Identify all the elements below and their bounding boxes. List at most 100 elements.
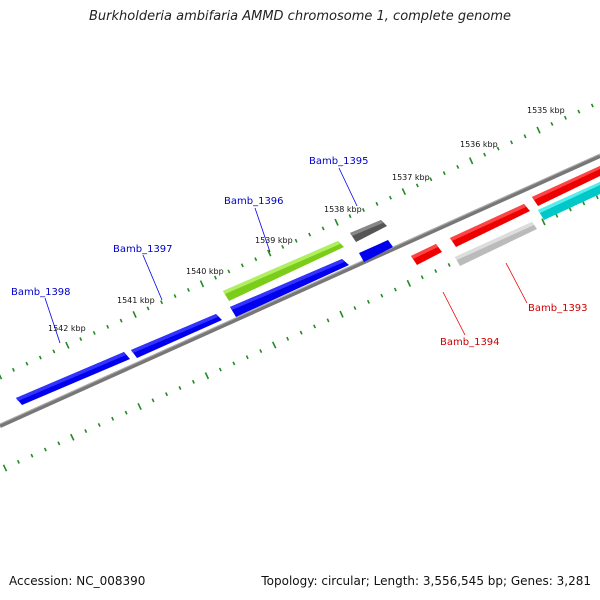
outer-tick bbox=[456, 164, 460, 169]
outer-tick bbox=[429, 177, 433, 182]
inner-tick bbox=[232, 361, 236, 366]
outer-tick bbox=[65, 341, 70, 349]
outer-tick bbox=[160, 300, 164, 305]
outer-tick bbox=[523, 134, 527, 139]
leader-line-bamb-1394 bbox=[442, 291, 466, 336]
inner-tick bbox=[151, 398, 155, 403]
inner-tick bbox=[137, 402, 142, 411]
inner-tick bbox=[393, 287, 397, 292]
outer-tick bbox=[240, 263, 244, 268]
inner-tick bbox=[299, 330, 303, 335]
scale-label-1541: 1541 kbp bbox=[117, 296, 155, 305]
outer-tick bbox=[510, 140, 514, 145]
inner-tick bbox=[191, 379, 195, 384]
inner-tick bbox=[57, 441, 61, 446]
inner-tick bbox=[97, 422, 101, 427]
inner-tick bbox=[70, 433, 75, 441]
outer-tick bbox=[361, 208, 365, 212]
outer-tick bbox=[119, 318, 123, 323]
outer-tick bbox=[199, 280, 205, 288]
inner-tick bbox=[245, 355, 249, 360]
inner-tick bbox=[420, 275, 424, 280]
inner-tick bbox=[204, 372, 210, 380]
outer-tick bbox=[442, 171, 446, 176]
outer-tick bbox=[348, 214, 352, 219]
outer-tick bbox=[388, 195, 392, 200]
inner-tick bbox=[339, 310, 344, 318]
scale-label-1542: 1542 kbp bbox=[48, 324, 86, 333]
inner-tick bbox=[259, 349, 263, 354]
inner-tick bbox=[286, 336, 290, 341]
feature-bamb-1396[interactable] bbox=[230, 259, 349, 317]
leader-line-bamb-1398 bbox=[44, 297, 61, 344]
gene-label-bamb-1395: Bamb_1395 bbox=[309, 156, 369, 167]
feature-far-red[interactable] bbox=[532, 166, 600, 206]
inner-tick bbox=[2, 464, 8, 472]
outer-tick bbox=[132, 310, 137, 319]
leader-line-bamb-1393 bbox=[505, 262, 528, 304]
outer-tick bbox=[468, 157, 474, 165]
outer-tick bbox=[308, 232, 312, 237]
feature-bamb-1393-red[interactable] bbox=[450, 204, 530, 247]
outer-tick bbox=[401, 188, 407, 196]
inner-tick bbox=[326, 318, 330, 323]
feature-cyan[interactable] bbox=[538, 182, 600, 220]
inner-tick bbox=[124, 410, 128, 415]
outer-tick bbox=[79, 337, 83, 342]
outer-tick bbox=[483, 152, 487, 157]
inner-tick bbox=[406, 279, 412, 287]
inner-tick bbox=[165, 392, 169, 397]
inner-tick bbox=[271, 341, 277, 349]
outer-tick bbox=[0, 374, 3, 380]
outer-tick bbox=[92, 330, 96, 335]
feature-bamb-1393-grey[interactable] bbox=[455, 222, 537, 266]
outer-tick bbox=[550, 121, 554, 126]
scale-label-1537: 1537 kbp bbox=[392, 173, 430, 182]
scale-label-1539: 1539 kbp bbox=[255, 236, 293, 245]
inner-tick bbox=[84, 429, 88, 434]
outer-tick bbox=[227, 269, 231, 274]
scale-label-1536: 1536 kbp bbox=[460, 140, 498, 149]
inner-tick bbox=[366, 299, 370, 304]
genome-backbone bbox=[0, 154, 600, 428]
outer-tick bbox=[25, 361, 29, 366]
outer-tick bbox=[186, 287, 190, 292]
inner-tick bbox=[582, 201, 586, 206]
inner-tick bbox=[218, 367, 222, 372]
map-title: Burkholderia ambifaria AMMD chromosome 1… bbox=[88, 9, 512, 24]
leader-line-bamb-1397 bbox=[142, 254, 163, 301]
gene-label-bamb-1393: Bamb_1393 bbox=[528, 303, 588, 314]
feature-green[interactable] bbox=[223, 241, 344, 301]
outer-tick bbox=[563, 115, 567, 120]
outer-tick bbox=[254, 257, 258, 262]
scale-label-1538: 1538 kbp bbox=[324, 205, 362, 214]
leader-line-bamb-1395 bbox=[338, 167, 358, 207]
outer-tick bbox=[536, 126, 541, 134]
inner-tick bbox=[30, 453, 34, 458]
outer-tick bbox=[267, 249, 272, 257]
outer-tick bbox=[106, 324, 110, 329]
scale-label-1540: 1540 kbp bbox=[186, 267, 224, 276]
inner-tick bbox=[111, 416, 115, 421]
feature-bamb-1397[interactable] bbox=[131, 314, 222, 358]
inner-tick bbox=[434, 269, 438, 274]
feature-bamb-1398[interactable] bbox=[16, 352, 130, 405]
inner-tick bbox=[555, 213, 559, 218]
feature-dark[interactable] bbox=[350, 220, 387, 242]
outer-tick bbox=[415, 183, 419, 188]
outer-tick bbox=[577, 109, 581, 114]
outer-tick bbox=[38, 355, 42, 360]
inner-tick bbox=[595, 195, 599, 200]
outer-tick bbox=[173, 294, 177, 299]
accession-label: Accession: NC_008390 bbox=[9, 574, 146, 588]
outer-tick bbox=[590, 103, 594, 108]
gene-label-bamb-1397: Bamb_1397 bbox=[113, 244, 173, 255]
feature-bamb-1395[interactable] bbox=[359, 240, 393, 262]
genome-backbone-highlight bbox=[0, 153, 600, 425]
outer-tick bbox=[375, 201, 379, 206]
inner-tick bbox=[541, 218, 546, 226]
gene-label-bamb-1396: Bamb_1396 bbox=[224, 196, 284, 207]
outer-tick bbox=[281, 244, 285, 249]
scale-label-1535: 1535 kbp bbox=[527, 106, 565, 115]
feature-bamb-1394[interactable] bbox=[411, 244, 442, 265]
